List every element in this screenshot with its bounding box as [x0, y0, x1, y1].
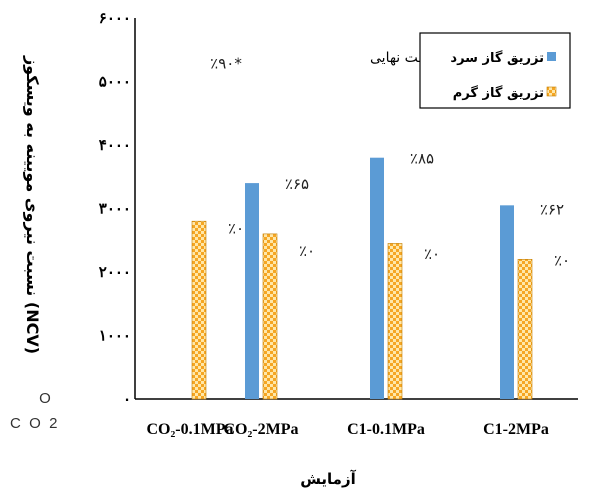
bar-cold-injection: [370, 157, 384, 399]
y-tick-label: ۴۰۰۰: [99, 136, 131, 154]
recovery-annotation: ٪۰: [424, 245, 440, 263]
bar-hot-injection: [262, 233, 278, 400]
x-axis-title: آزمایش: [300, 470, 356, 488]
bar-cold-injection: [500, 205, 514, 399]
legend-swatch-cold: [547, 52, 556, 61]
x-category-label: C1-0.1MPa: [347, 421, 425, 438]
stray-co2-glyphs: C O 2: [10, 415, 58, 432]
legend-label-cold: تزریق گاز سرد: [450, 50, 544, 66]
legend-label-hot: تزریق گاز گرم: [453, 85, 544, 101]
x-category-label: CO₂-0.1MPa: [147, 421, 234, 438]
recovery-annotation: ٪۸۵: [410, 150, 434, 168]
bar-hot-injection: [387, 243, 403, 400]
recovery-annotation: ٪۰: [554, 251, 570, 269]
x-category-label: CO₂-2MPa: [224, 421, 299, 438]
stray-o-glyph: O: [39, 390, 51, 407]
y-tick-label: ۱۰۰۰: [99, 327, 131, 345]
y-tick-label: ۵۰۰۰: [99, 73, 131, 91]
recovery-annotations: ٪۹۰* ٪۰ ٪۶۵ ٪۰ ٪۸۵ ٪۰ ٪۶۲ ٪۰: [210, 54, 570, 269]
recovery-annotation: ٪۰: [299, 242, 315, 260]
bar-hot-injection: [191, 220, 207, 400]
y-axis-title: نسبت نیروی مویینه به ویسکوز (NCV): [23, 55, 42, 354]
recovery-annotation: ٪۶۲: [540, 201, 564, 219]
y-tick-labels: ۰ ۱۰۰۰ ۲۰۰۰ ۳۰۰۰ ۴۰۰۰ ۵۰۰۰ ۶۰۰۰: [99, 9, 131, 408]
y-tick-label: ۳۰۰۰: [99, 200, 131, 218]
legend-box: [419, 32, 571, 109]
recovery-annotation: ٪۰: [228, 220, 244, 238]
y-tick-label: ۶۰۰۰: [99, 9, 131, 27]
legend: تزریق گاز سرد تزریق گاز گرم: [419, 32, 571, 109]
bar-hot-injection: [517, 258, 533, 400]
legend-swatch-hot: [546, 86, 557, 97]
recovery-annotation: ٪۹۰*: [210, 54, 242, 72]
y-tick-label: ۰: [123, 390, 131, 408]
bars: [191, 157, 533, 400]
y-tick-label: ۲۰۰۰: [99, 263, 131, 281]
x-category-label: C1-2MPa: [483, 421, 549, 438]
bar-cold-injection: [245, 183, 259, 399]
recovery-annotation: ٪۶۵: [285, 175, 309, 193]
